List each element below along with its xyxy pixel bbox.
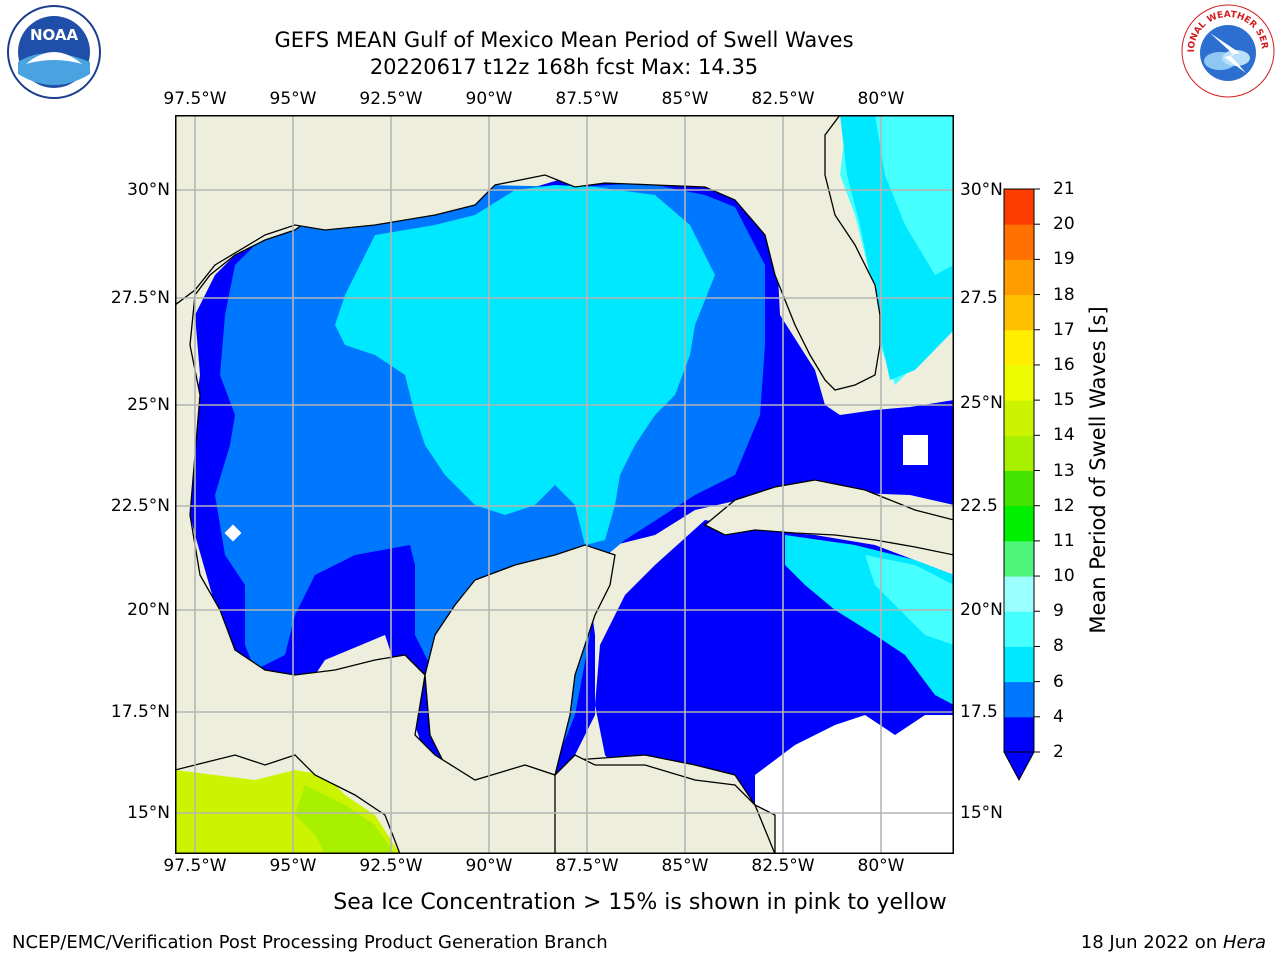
graticule [175, 115, 954, 854]
lon-tick-bottom: 87.5°W [555, 856, 619, 876]
colorbar-segment [1004, 435, 1034, 471]
colorbar-tick-label: 13 [1053, 460, 1075, 481]
colorbar-tick-label: 8 [1053, 636, 1064, 657]
colorbar-segment [1004, 400, 1034, 436]
noaa-logo-icon: NOAA [7, 5, 101, 99]
colorbar-segment [1004, 364, 1034, 401]
lon-tick-top: 87.5°W [555, 89, 619, 109]
national-weather-service-logo: NATIONAL WEATHER SERVICE [1176, 0, 1276, 99]
cuba-land [703, 479, 954, 556]
colorbar-tick-label: 9 [1053, 601, 1064, 622]
map-panel [175, 115, 954, 854]
lon-tick-top: 80°W [857, 89, 905, 109]
colorbar-tick-label: 17 [1053, 319, 1075, 340]
caribbean-water-lightcyan [865, 555, 954, 645]
colorbar-segment [1004, 224, 1034, 260]
lat-tick-right: 25°N [960, 393, 1003, 413]
lat-tick-right: 17.5 [960, 702, 998, 722]
colorbar-segment [1004, 294, 1034, 331]
colorbar [1003, 188, 1040, 782]
colorbar-tick-label: 4 [1053, 706, 1064, 727]
map-frame [175, 115, 954, 854]
gulf-water-cyan [335, 185, 715, 545]
atlantic-water-cyan-deep [840, 115, 954, 380]
lon-tick-top: 85°W [661, 89, 709, 109]
colorbar-tick-label: 14 [1053, 425, 1075, 446]
colorbar-tick-label: 2 [1053, 742, 1064, 762]
map-title: GEFS MEAN Gulf of Mexico Mean Period of … [274, 28, 854, 52]
lon-tick-bottom: 92.5°W [359, 856, 423, 876]
colorbar-segment [1004, 540, 1034, 577]
missing-data-area [755, 715, 954, 854]
colorbar-segment [1004, 259, 1034, 296]
colorbar-segment [1004, 646, 1034, 683]
yucatan-land [424, 544, 616, 786]
colorbar-segment [1004, 470, 1034, 507]
lat-tick-right: 27.5 [960, 288, 998, 308]
central-america-land [554, 754, 776, 854]
colorbar-tick-label: 18 [1053, 284, 1075, 305]
colorbar-tick-label: 10 [1053, 566, 1075, 587]
noaa-logo: NOAA [6, 4, 102, 100]
colorbar-extend-arrow [1003, 751, 1035, 782]
colorbar-segment [1004, 611, 1034, 647]
national-weather-service-logo-icon: NATIONAL WEATHER SERVICE [1176, 0, 1275, 98]
colorbar-label: Mean Period of Swell Waves [s] [1086, 306, 1110, 634]
lon-tick-bottom: 85°W [661, 856, 709, 876]
missing-data-patch [903, 435, 928, 465]
sea-ice-note: Sea Ice Concentration > 15% is shown in … [333, 890, 947, 915]
pacific-swell-green [295, 785, 395, 854]
colorbar-tick-label: 20 [1053, 214, 1075, 235]
lon-tick-top: 82.5°W [751, 89, 815, 109]
missing-data-patch [224, 524, 242, 542]
mexico-coast-land [175, 115, 776, 854]
run-date: 18 Jun 2022 on Hera [1081, 932, 1266, 953]
colorbar-segment [1004, 681, 1034, 718]
lat-tick-left: 30°N [127, 180, 170, 200]
run-date-text: 18 Jun 2022 on [1080, 932, 1223, 953]
lat-tick-right: 22.5 [960, 496, 998, 516]
us-gulf-coast-land [175, 115, 954, 391]
lon-tick-bottom: 90°W [465, 856, 513, 876]
lat-tick-left: 15°N [127, 803, 170, 823]
lat-tick-left: 25°N [127, 395, 170, 415]
lat-tick-left: 17.5°N [110, 702, 170, 722]
colorbar-tick-label: 6 [1053, 671, 1064, 692]
svg-text:NOAA: NOAA [30, 26, 79, 44]
lat-tick-right: 20°N [960, 600, 1003, 620]
colorbar-tick-label: 19 [1053, 249, 1075, 270]
run-host: Hera [1222, 932, 1266, 953]
map-subtitle: 20220617 t12z 168h fcst Max: 14.35 [369, 55, 759, 79]
lat-tick-right: 15°N [960, 803, 1003, 823]
colorbar-tick-label: 15 [1053, 390, 1075, 411]
lon-tick-top: 95°W [269, 89, 317, 109]
lon-tick-bottom: 80°W [857, 856, 905, 876]
colorbar-segment [1004, 329, 1034, 366]
lon-tick-top: 97.5°W [163, 89, 227, 109]
producer-credit: NCEP/EMC/Verification Post Processing Pr… [12, 932, 608, 953]
lat-tick-left: 27.5°N [110, 288, 170, 308]
colorbar-tick-label: 21 [1053, 179, 1075, 199]
colorbar-tick-label: 12 [1053, 495, 1075, 516]
lat-tick-left: 20°N [127, 600, 170, 620]
lon-tick-top: 90°W [465, 89, 513, 109]
lon-tick-bottom: 97.5°W [163, 856, 227, 876]
colorbar-segment [1004, 716, 1034, 753]
colorbar-segment [1004, 189, 1034, 225]
lat-tick-left: 22.5°N [110, 496, 170, 516]
colorbar-segment [1004, 505, 1034, 542]
colorbar-segment [1004, 576, 1034, 612]
colorbar-tick-label: 16 [1053, 354, 1075, 375]
lon-tick-bottom: 82.5°W [751, 856, 815, 876]
lat-tick-right: 30°N [960, 180, 1003, 200]
lon-tick-top: 92.5°W [359, 89, 423, 109]
lon-tick-bottom: 95°W [269, 856, 317, 876]
colorbar-tick-label: 11 [1053, 530, 1075, 551]
